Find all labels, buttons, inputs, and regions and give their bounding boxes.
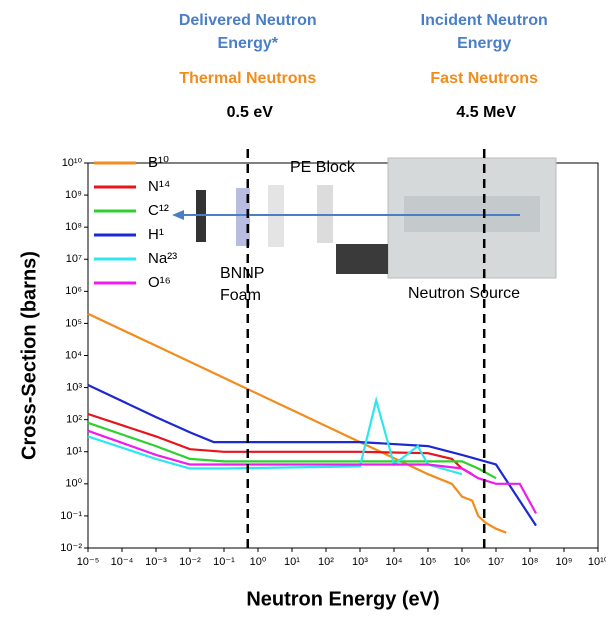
legend-label: H¹: [148, 226, 164, 243]
x-tick-label: 10⁸: [522, 556, 539, 568]
x-tick-label: 10⁻⁵: [77, 556, 100, 568]
dark-block: [336, 244, 388, 274]
legend-label: Na²³: [148, 250, 177, 267]
inset-diagram: [172, 157, 557, 279]
y-tick-label: 10⁹: [65, 189, 82, 201]
series-line: [87, 396, 463, 476]
y-tick-label: 10²: [66, 414, 82, 426]
y-tick-label: 10⁷: [66, 253, 82, 265]
marker-label: 4.5 MeV: [456, 104, 516, 121]
legend-label: O¹⁶: [148, 274, 171, 291]
y-tick-label: 10⁻¹: [60, 510, 82, 522]
series-line: [87, 429, 537, 514]
y-tick-label: 10⁵: [65, 317, 82, 329]
series-line: [87, 384, 537, 527]
marker-heading: Incident Neutron: [421, 12, 548, 29]
x-tick-label: 10⁻³: [145, 556, 167, 568]
x-tick-label: 10⁻²: [179, 556, 201, 568]
y-tick-label: 10¹⁰: [62, 157, 83, 169]
x-axis-label: Neutron Energy (eV): [246, 588, 439, 610]
y-tick-label: 10⁴: [65, 349, 82, 361]
x-tick-label: 10⁷: [488, 556, 504, 568]
foam: [236, 188, 250, 246]
marker-subheading: Thermal Neutrons: [179, 70, 316, 87]
x-tick-label: 10⁻⁴: [111, 556, 134, 568]
x-tick-label: 10⁰: [250, 556, 267, 568]
y-tick-label: 10⁰: [65, 478, 82, 490]
marker-heading: Delivered Neutron: [179, 12, 317, 29]
beam-arrow: [172, 210, 184, 220]
x-tick-label: 10⁹: [556, 556, 573, 568]
x-tick-label: 10²: [318, 556, 334, 568]
y-tick-label: 10³: [66, 381, 82, 393]
inset-label: PE Block: [290, 159, 356, 176]
marker-heading: Energy: [457, 35, 511, 52]
y-tick-label: 10⁻²: [60, 542, 82, 554]
x-tick-label: 10¹: [284, 556, 300, 568]
x-tick-label: 10⁻¹: [213, 556, 235, 568]
legend-label: C¹²: [148, 202, 169, 219]
inset-label: Foam: [220, 287, 261, 304]
x-tick-label: 10³: [352, 556, 368, 568]
legend-label: N¹⁴: [148, 178, 170, 195]
x-tick-label: 10⁴: [386, 556, 403, 568]
y-tick-label: 10⁶: [65, 285, 82, 297]
series-line: [87, 312, 507, 534]
marker-heading: Energy*: [218, 35, 279, 52]
x-tick-label: 10⁵: [420, 556, 437, 568]
series-line: [87, 412, 473, 476]
y-axis-label: Cross-Section (barns): [18, 251, 40, 460]
y-tick-label: 10¹: [66, 446, 82, 458]
inset-label: BNNP: [220, 265, 264, 282]
x-tick-label: 10⁶: [454, 556, 471, 568]
y-tick-label: 10⁸: [65, 221, 82, 233]
marker-label: 0.5 eV: [227, 104, 274, 121]
series-line: [87, 421, 497, 480]
x-tick-label: 10¹⁰: [588, 556, 606, 568]
inset-label: Neutron Source: [408, 285, 520, 302]
marker-subheading: Fast Neutrons: [430, 70, 538, 87]
legend-label: B¹⁰: [148, 154, 169, 171]
